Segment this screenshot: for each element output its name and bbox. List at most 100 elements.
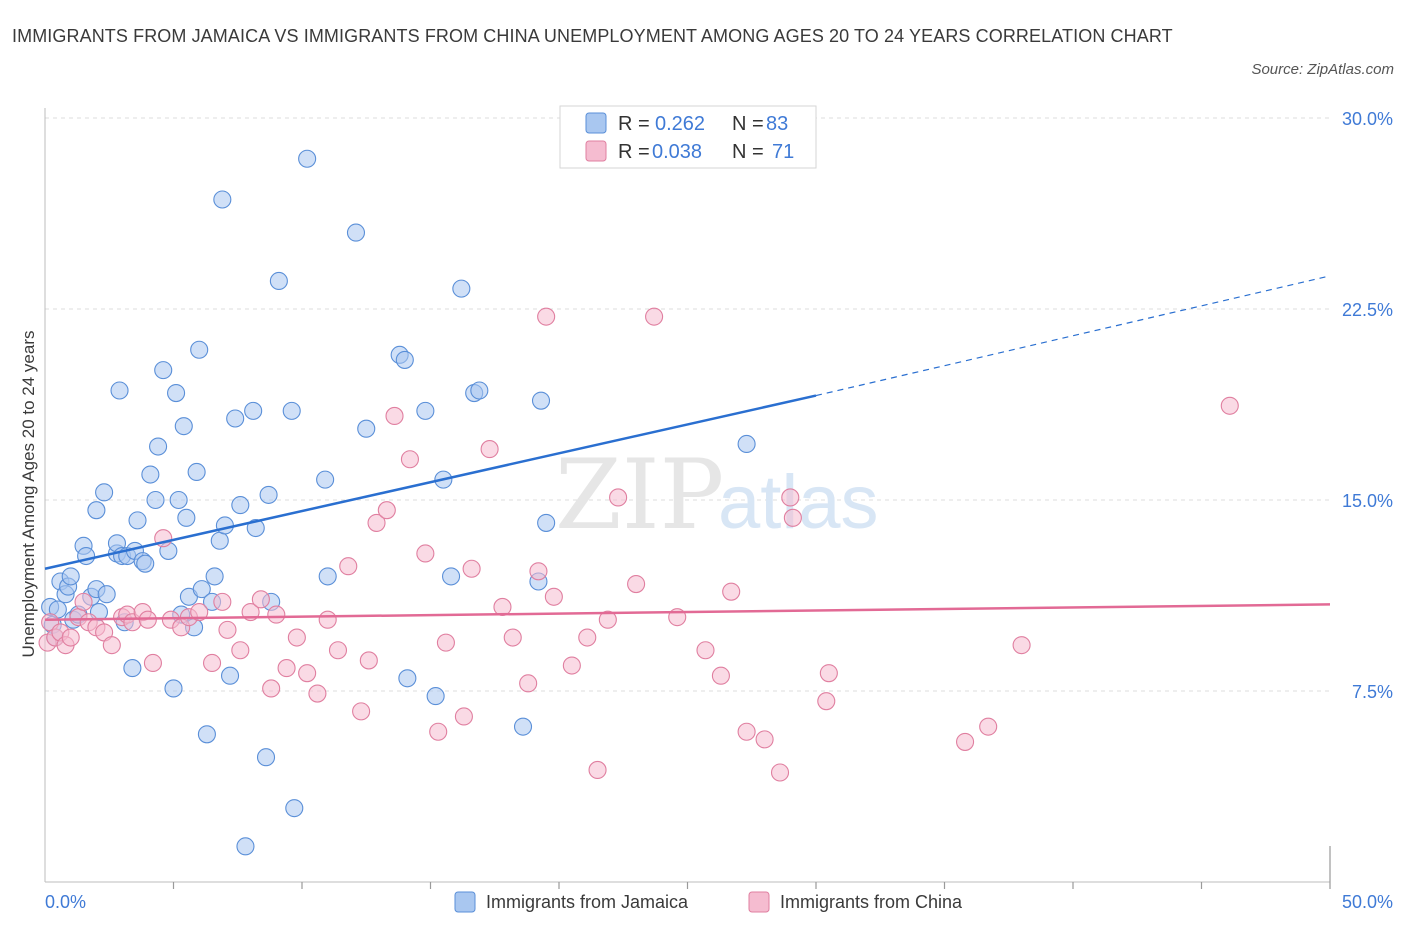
- watermark-atlas: atlas: [718, 460, 879, 545]
- point-china: [819, 664, 838, 683]
- point-jamaica: [97, 585, 116, 604]
- point-china: [462, 559, 481, 578]
- point-china: [529, 562, 548, 581]
- point-jamaica: [61, 567, 80, 586]
- point-china: [352, 702, 371, 721]
- point-china: [493, 597, 512, 617]
- point-china: [956, 732, 975, 751]
- y-tick-label: 15.0%: [1342, 491, 1393, 511]
- trend-line-jamaica-extension: [815, 275, 1331, 397]
- point-jamaica: [244, 401, 263, 420]
- point-china: [737, 722, 756, 741]
- x-tick-labels: 0.0% 50.0%: [45, 892, 1393, 912]
- point-jamaica: [416, 401, 435, 420]
- point-china: [203, 653, 222, 673]
- point-china: [231, 641, 250, 660]
- legend-r-label-2: R =: [618, 141, 650, 163]
- point-jamaica: [452, 279, 471, 298]
- point-jamaica: [141, 465, 160, 484]
- point-jamaica: [442, 567, 461, 586]
- point-china: [645, 307, 664, 326]
- point-china: [781, 488, 800, 507]
- point-china: [454, 707, 473, 726]
- point-jamaica: [357, 419, 376, 438]
- legend-swatch-china: [585, 140, 607, 162]
- point-china: [367, 513, 386, 532]
- point-jamaica: [220, 666, 240, 685]
- point-china: [755, 730, 774, 749]
- point-jamaica: [167, 383, 186, 403]
- trend-lines: [44, 275, 1331, 621]
- series-china-points: [38, 307, 1239, 782]
- legend-bottom-swatch-jamaica: [454, 891, 476, 913]
- point-china: [711, 666, 730, 685]
- point-china: [696, 641, 715, 660]
- point-jamaica: [169, 490, 188, 510]
- point-jamaica: [215, 516, 234, 535]
- point-jamaica: [213, 190, 232, 209]
- point-jamaica: [470, 381, 489, 400]
- point-china: [143, 653, 162, 673]
- axes: [44, 108, 1331, 889]
- point-jamaica: [164, 679, 183, 698]
- y-axis-title: Unemployment Among Ages 20 to 24 years: [19, 331, 38, 658]
- point-china: [609, 488, 628, 507]
- point-china: [277, 659, 296, 678]
- point-china: [102, 636, 121, 655]
- gridlines: [45, 117, 1330, 692]
- point-china: [979, 717, 998, 736]
- point-jamaica: [187, 462, 206, 482]
- point-jamaica: [269, 271, 288, 291]
- legend-bottom-label-jamaica: Immigrants from Jamaica: [486, 892, 689, 912]
- chart-source: Source: ZipAtlas.com: [1251, 61, 1394, 78]
- y-tick-label: 22.5%: [1342, 300, 1393, 320]
- point-jamaica: [737, 434, 756, 454]
- point-china: [503, 628, 522, 647]
- y-tick-label: 30.0%: [1342, 109, 1393, 129]
- point-jamaica: [298, 149, 317, 168]
- point-jamaica: [174, 417, 193, 436]
- point-jamaica: [513, 717, 533, 736]
- point-jamaica: [395, 350, 414, 369]
- point-china: [578, 628, 597, 647]
- point-jamaica: [190, 340, 209, 359]
- point-jamaica: [197, 725, 216, 744]
- point-jamaica: [123, 659, 142, 678]
- point-jamaica: [282, 401, 301, 420]
- legend-series: Immigrants from Jamaica Immigrants from …: [454, 891, 963, 913]
- point-china: [1012, 636, 1031, 655]
- legend-r-value-2: 0.038: [652, 141, 702, 163]
- point-china: [519, 674, 538, 693]
- legend-n-label-1: N =: [732, 113, 764, 135]
- point-china: [262, 679, 281, 698]
- point-china: [61, 628, 80, 647]
- point-china: [318, 610, 337, 629]
- legend-bottom-swatch-china: [748, 891, 770, 913]
- point-china: [783, 508, 802, 527]
- point-jamaica: [246, 518, 265, 538]
- legend-r-value-1: 0.262: [655, 113, 705, 135]
- point-jamaica: [226, 409, 245, 428]
- point-jamaica: [128, 511, 147, 530]
- point-jamaica: [149, 437, 168, 456]
- legend-n-label-2: N =: [732, 141, 764, 163]
- point-jamaica: [256, 748, 276, 767]
- point-china: [74, 592, 93, 611]
- point-jamaica: [154, 361, 173, 380]
- point-jamaica: [136, 554, 155, 573]
- point-china: [436, 633, 455, 652]
- point-jamaica: [426, 687, 445, 706]
- chart-title: IMMIGRANTS FROM JAMAICA VS IMMIGRANTS FR…: [12, 26, 1173, 46]
- point-jamaica: [192, 580, 211, 599]
- trend-line-china: [44, 603, 1331, 621]
- point-china: [298, 664, 317, 683]
- point-china: [339, 557, 358, 576]
- point-china: [1220, 396, 1239, 415]
- point-china: [190, 603, 209, 622]
- legend-bottom-label-china: Immigrants from China: [780, 892, 963, 912]
- point-jamaica: [316, 470, 335, 489]
- point-china: [544, 587, 563, 606]
- point-china: [537, 307, 556, 326]
- legend-n-value-2: 71: [772, 141, 794, 163]
- legend-swatch-jamaica: [585, 112, 607, 134]
